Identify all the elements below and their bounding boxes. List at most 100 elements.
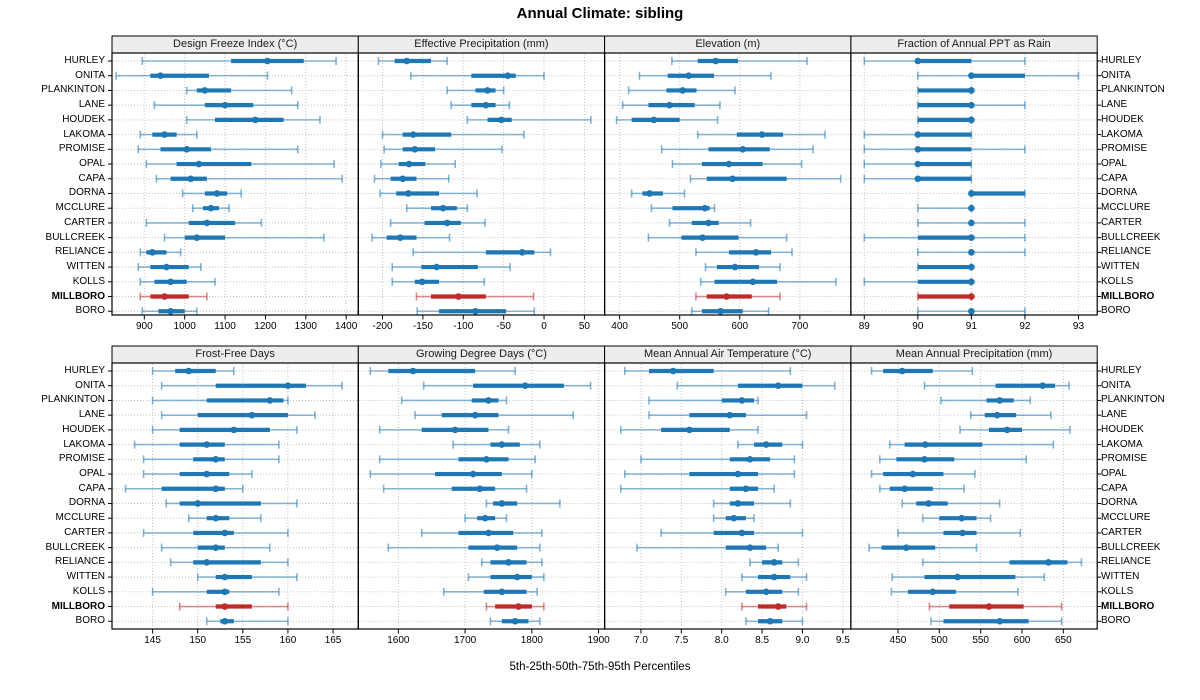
panel-header: Frost-Free Days — [195, 348, 275, 360]
site-label-right: HURLEY — [1101, 365, 1142, 376]
x-tick-label: 900 — [135, 321, 153, 332]
site-label-right: PLANKINTON — [1101, 84, 1165, 96]
site-label-right: KOLLS — [1101, 275, 1134, 287]
panel-header: Effective Precipitation (mm) — [414, 38, 549, 50]
site-label-left: LANE — [78, 409, 105, 421]
site-label-right: RELIANCE — [1101, 556, 1152, 568]
site-label-right: CARTER — [1101, 216, 1142, 228]
x-tick-label: 400 — [611, 321, 628, 332]
site-label-right: ONITA — [1101, 69, 1131, 81]
x-tick-label: 1400 — [335, 321, 358, 332]
site-label-left: HOUDEK — [62, 113, 105, 125]
site-label-left: WITTEN — [66, 571, 105, 583]
site-label-right: LAKOMA — [1101, 128, 1143, 140]
site-label-left: HOUDEK — [62, 423, 105, 435]
x-tick-label: 93 — [1072, 321, 1085, 332]
site-label-left: RELIANCE — [54, 556, 105, 568]
x-tick-label: 0 — [541, 321, 547, 332]
site-label-right: MCCLURE — [1101, 202, 1151, 214]
site-label-left: OPAL — [79, 158, 105, 170]
site-label-left: HURLEY — [64, 55, 105, 66]
site-label-right: DORNA — [1101, 497, 1138, 509]
x-tick-label: 150 — [189, 635, 207, 646]
x-tick-label: 500 — [671, 321, 689, 332]
x-tick-label: 9.0 — [795, 635, 810, 646]
x-tick-label: 160 — [279, 635, 297, 646]
site-label-left: BULLCREEK — [45, 231, 105, 243]
site-label-left: CAPA — [78, 482, 106, 494]
site-label-left: KOLLS — [72, 585, 105, 597]
site-label-left: BULLCREEK — [45, 541, 105, 553]
site-label-right: OPAL — [1101, 468, 1127, 480]
x-tick-label: 8.0 — [714, 635, 729, 646]
x-tick-label: 8.5 — [755, 635, 770, 646]
site-label-left: CARTER — [64, 216, 105, 228]
x-tick-label: 145 — [144, 635, 161, 646]
site-label-right: MCCLURE — [1101, 512, 1151, 524]
panel-header: Growing Degree Days (°C) — [415, 348, 547, 360]
site-label-right: BULLCREEK — [1101, 231, 1161, 243]
x-tick-label: 450 — [889, 635, 907, 646]
x-tick-label: 500 — [930, 635, 948, 646]
site-label-right: CARTER — [1101, 526, 1142, 538]
x-tick-label: 1300 — [294, 321, 317, 332]
site-label-left: DORNA — [68, 497, 105, 509]
site-label-right: RELIANCE — [1101, 246, 1152, 258]
site-label-right: LANE — [1101, 409, 1128, 421]
site-label-right: HOUDEK — [1101, 113, 1144, 125]
x-tick-label: 1800 — [520, 635, 543, 646]
site-label-right: PROMISE — [1101, 143, 1148, 155]
x-tick-label: 550 — [972, 635, 989, 646]
site-label-left: RELIANCE — [54, 246, 105, 258]
site-label-right: MILLBORO — [1101, 290, 1155, 302]
site-label-right: BORO — [1101, 615, 1131, 627]
x-tick-label: 165 — [324, 635, 342, 646]
site-label-right: HOUDEK — [1101, 423, 1144, 435]
x-tick-label: 89 — [858, 321, 870, 332]
panel-header: Elevation (m) — [695, 38, 761, 50]
site-label-right: WITTEN — [1101, 261, 1140, 273]
site-label-right: BULLCREEK — [1101, 541, 1161, 553]
site-label-left: MCCLURE — [55, 512, 105, 524]
site-label-left: LANE — [78, 99, 105, 111]
panel-header: Design Freeze Index (°C) — [173, 38, 298, 50]
site-label-left: PROMISE — [58, 143, 105, 155]
site-label-left: PLANKINTON — [41, 84, 105, 96]
site-label-left: MILLBORO — [51, 290, 105, 302]
site-label-right: BORO — [1101, 305, 1131, 317]
site-label-right: ONITA — [1101, 379, 1131, 391]
site-label-left: PROMISE — [58, 453, 105, 465]
x-tick-label: 600 — [731, 321, 749, 332]
site-label-left: LAKOMA — [63, 438, 105, 450]
x-tick-label: 1900 — [587, 635, 610, 646]
x-tick-label: -200 — [372, 321, 393, 332]
x-tick-label: 1600 — [387, 635, 410, 646]
site-label-right: WITTEN — [1101, 571, 1140, 583]
site-label-left: CAPA — [78, 172, 106, 184]
panel-header: Fraction of Annual PPT as Rain — [897, 38, 1051, 50]
site-label-right: CAPA — [1101, 172, 1128, 184]
site-label-left: MILLBORO — [51, 600, 105, 612]
site-label-left: BORO — [75, 615, 105, 627]
site-label-right: KOLLS — [1101, 585, 1134, 597]
site-label-right: DORNA — [1101, 187, 1138, 199]
x-tick-label: 50 — [578, 321, 590, 332]
x-tick-label: 90 — [912, 321, 924, 332]
axis-caption: 5th-25th-50th-75th-95th Percentiles — [509, 661, 691, 673]
x-tick-label: 9.5 — [835, 635, 850, 646]
site-label-right: MILLBORO — [1101, 600, 1155, 612]
x-tick-label: 92 — [1019, 321, 1031, 332]
site-label-left: HURLEY — [64, 365, 105, 376]
site-label-right: CAPA — [1101, 482, 1128, 494]
site-label-left: WITTEN — [66, 261, 105, 273]
x-tick-label: 600 — [1013, 635, 1031, 646]
site-label-left: PLANKINTON — [41, 394, 105, 406]
x-tick-label: 1100 — [214, 321, 236, 332]
site-label-left: ONITA — [75, 379, 105, 391]
x-tick-label: 1200 — [254, 321, 277, 332]
site-label-right: PROMISE — [1101, 453, 1148, 465]
site-label-left: CARTER — [64, 526, 105, 538]
x-tick-label: 155 — [234, 635, 252, 646]
